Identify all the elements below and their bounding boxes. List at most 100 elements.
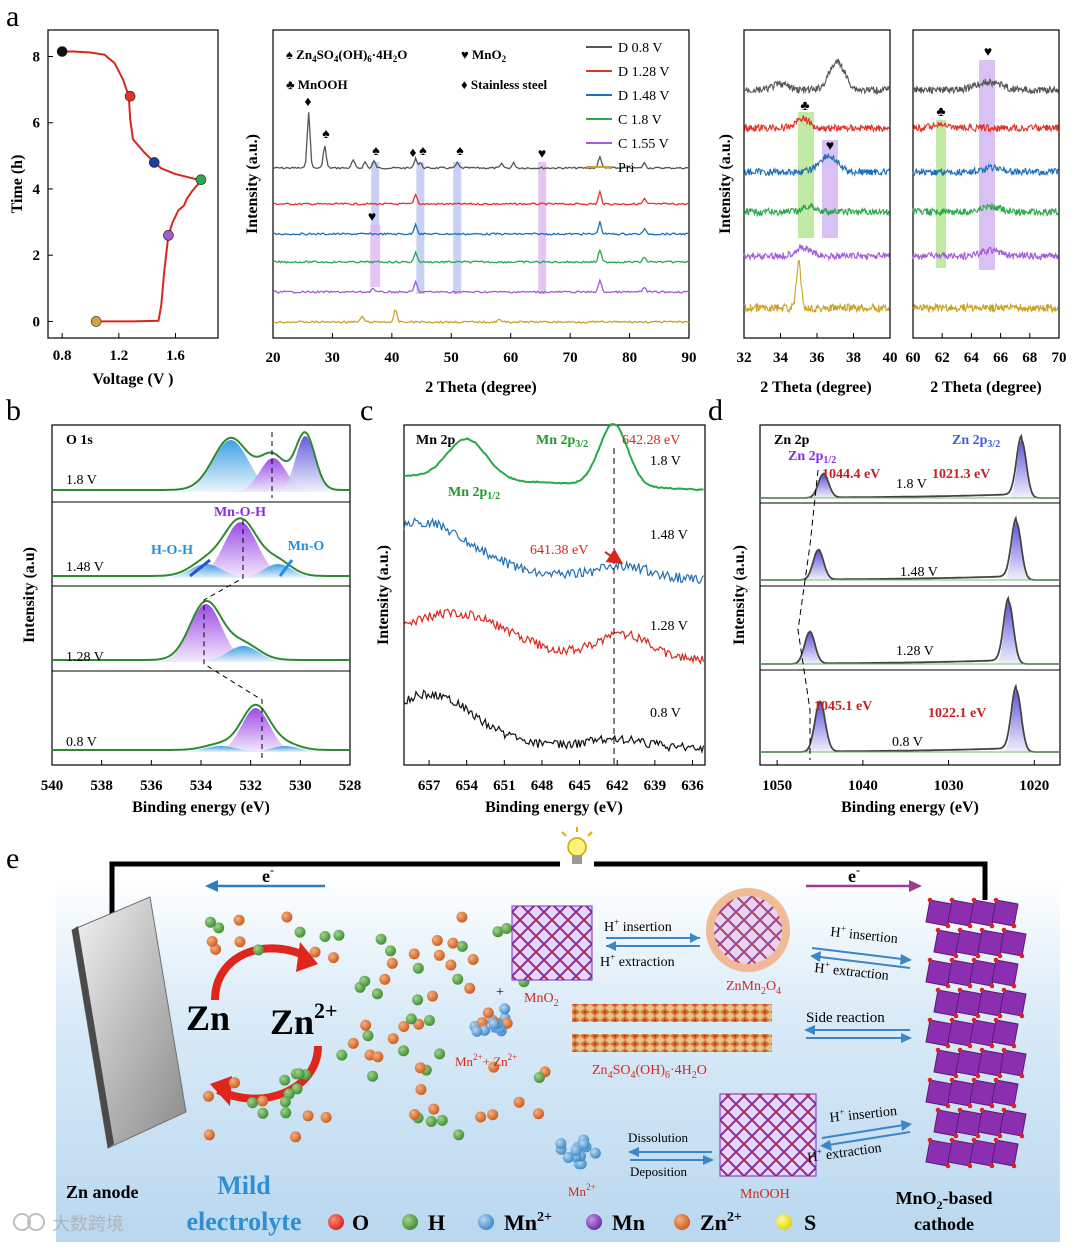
oxygen-atom	[935, 987, 941, 993]
panel-label-b: b	[6, 394, 21, 427]
xrd-trace	[912, 301, 1059, 314]
cathode-octahedron	[999, 989, 1027, 1017]
zhs-layer-1	[572, 1004, 772, 1022]
xtick-label: 66	[993, 350, 1009, 366]
oxygen-atom	[971, 957, 977, 963]
ion	[412, 994, 424, 1006]
oxygen-atom	[949, 1017, 955, 1023]
h-arrows-1: H+ insertion H+ extraction	[600, 917, 700, 970]
d-envelope	[760, 683, 1060, 753]
oxygen-atom	[927, 1017, 933, 1023]
zhs-layer-2	[572, 1034, 772, 1052]
xrd-trace	[912, 77, 1059, 95]
cathode-octahedron	[991, 1079, 1019, 1107]
ion	[302, 1110, 314, 1122]
h-arrows-2: H+ insertion H+ extraction	[810, 923, 912, 984]
a2-xtick-label: 50	[444, 350, 459, 366]
b-xtick-label: 538	[90, 778, 113, 794]
a1-markers	[56, 46, 207, 327]
plus-sign: +	[496, 985, 504, 1000]
ion	[414, 1062, 426, 1074]
b-component	[178, 646, 308, 662]
d-component	[994, 522, 1038, 580]
a2-trace	[272, 189, 690, 206]
b-level-148: 1.48 V	[66, 560, 104, 575]
xrd-trace	[743, 243, 890, 262]
oxygen-atom	[949, 897, 955, 903]
a2-ticks: 20 30 40 50 60 70 80 90	[266, 333, 697, 366]
legend-mn-icon	[586, 1214, 602, 1230]
xrd-trace	[912, 202, 1059, 217]
a1-xlabel: Voltage (V )	[93, 371, 174, 388]
c-xtick-label: 654	[455, 778, 478, 794]
xtick-label: 64	[964, 350, 980, 366]
xrd-trace	[743, 115, 890, 134]
a2-trace	[272, 278, 690, 294]
ion	[425, 1116, 437, 1127]
cathode-label-2: cathode	[914, 1214, 974, 1234]
d-ann-e1: 1044.4 eV	[822, 467, 880, 482]
c-xtick-label: 636	[681, 778, 704, 794]
panel-label-d: d	[708, 394, 723, 427]
cluster-ion	[570, 1145, 582, 1156]
a2-highlight-bands	[370, 162, 547, 294]
ion	[492, 926, 504, 938]
ion	[375, 933, 387, 945]
marker-spade: ♠	[372, 144, 380, 159]
oxygen-atom	[957, 1047, 963, 1053]
a2-xtick-label: 40	[384, 350, 399, 366]
ion	[359, 975, 371, 987]
cluster-ion	[578, 1138, 590, 1150]
xrd-trace	[912, 121, 1059, 134]
external-circuit	[109, 861, 988, 935]
a2-phase-markers: ♦ ♠ ♠ ♦ ♠ ♠ ♥ ♥	[304, 95, 546, 225]
d-peaks	[760, 433, 1060, 753]
dissolution-arrows: Dissolution Deposition	[628, 1130, 714, 1179]
ion	[281, 911, 293, 923]
ion	[456, 911, 468, 923]
ion	[213, 922, 225, 934]
legend-h: H	[428, 1210, 445, 1235]
b-envelope	[52, 431, 350, 491]
ion	[371, 988, 383, 1000]
a2-band	[416, 162, 425, 294]
ion	[433, 949, 445, 961]
h-insertion-1: H+ insertion	[604, 917, 672, 935]
oxygen-atom	[1019, 1133, 1025, 1139]
marker-heart: ♥	[538, 147, 546, 162]
znmn2o4-label: ZnMn2O4	[726, 979, 781, 997]
cluster-ion	[471, 1025, 483, 1037]
mild-label: Mild	[217, 1171, 271, 1200]
a4-xlabel: 2 Theta (degree)	[930, 379, 1041, 396]
chart-a3: ♣ ♥ 32 34 36 38 40 2 Theta (degree) Intensit…	[717, 29, 898, 396]
a2-band	[453, 162, 462, 294]
oxygen-atom	[949, 1137, 955, 1143]
oxygen-atom	[993, 957, 999, 963]
marker-diamond: ♦	[304, 95, 311, 110]
chart-d: Zn 2p Zn 2p1/2 Zn 2p3/2 1044.4 eV 1021.3…	[731, 424, 1061, 816]
panel-label-c: c	[360, 394, 373, 427]
cathode-octahedron	[999, 929, 1027, 957]
d-envelope	[760, 515, 1060, 581]
a1-marker	[195, 174, 207, 185]
oxygen-atom	[945, 1043, 951, 1049]
b-component	[208, 458, 338, 492]
ion	[203, 1090, 214, 1102]
ion	[309, 946, 321, 958]
oxygen-atom	[979, 987, 985, 993]
xrd-trace	[912, 163, 1059, 177]
a1-marker	[56, 46, 68, 57]
oxygen-atom	[971, 1137, 977, 1143]
d-level-08: 0.8 V	[892, 735, 923, 750]
oxygen-atom	[957, 927, 963, 933]
oxygen-atom	[957, 1107, 963, 1113]
oxygen-atom	[1011, 1103, 1017, 1109]
ion	[291, 1083, 303, 1095]
xtick-label: 32	[737, 350, 752, 366]
oxygen-atom	[971, 897, 977, 903]
b-xtick-label: 534	[190, 778, 213, 794]
electrolyte-label: electrolyte	[187, 1207, 302, 1236]
oxygen-atom	[975, 1133, 981, 1139]
legend-s-icon	[776, 1214, 792, 1230]
